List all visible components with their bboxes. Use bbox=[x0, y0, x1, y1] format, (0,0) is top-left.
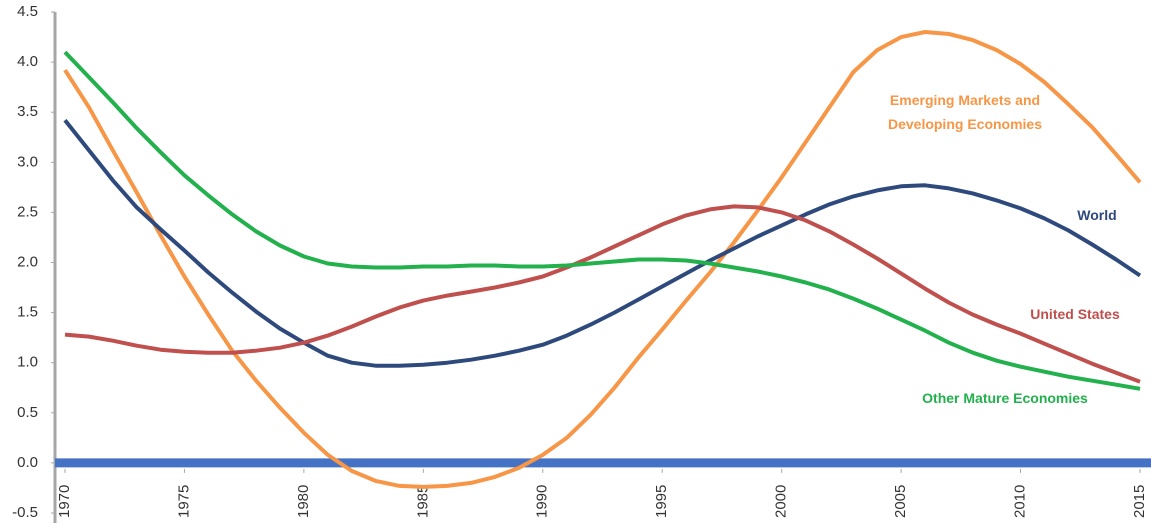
x-tick-label: 1995 bbox=[653, 485, 670, 518]
y-tick-label: -0.5 bbox=[12, 504, 38, 521]
x-tick-label: 2010 bbox=[1012, 485, 1029, 518]
y-tick-label: 3.5 bbox=[17, 103, 38, 120]
x-tick-label: 1990 bbox=[534, 485, 551, 518]
series-line bbox=[64, 204, 1141, 384]
x-tick-label: 2000 bbox=[773, 485, 790, 518]
x-tick-label: 1975 bbox=[175, 485, 192, 518]
x-tick-label: 1980 bbox=[295, 485, 312, 518]
series-line bbox=[63, 30, 1142, 489]
y-tick-label: 2.5 bbox=[17, 203, 38, 220]
y-tick-label: 0.5 bbox=[17, 404, 38, 421]
series-label: World bbox=[1077, 207, 1117, 223]
y-tick-label: 1.0 bbox=[17, 354, 38, 371]
series-label: Emerging Markets and Developing Economie… bbox=[887, 92, 1043, 132]
x-tick-label: 1985 bbox=[414, 485, 431, 518]
y-tick-label: 1.5 bbox=[17, 304, 38, 321]
x-tick-label: 2015 bbox=[1131, 485, 1148, 518]
series-line bbox=[63, 50, 1141, 391]
y-tick-label: 2.0 bbox=[17, 253, 38, 270]
x-tick-label: 2005 bbox=[892, 485, 909, 518]
y-tick-label: 4.0 bbox=[17, 53, 38, 70]
y-tick-label: 3.0 bbox=[17, 153, 38, 170]
y-tick-label: 0.0 bbox=[17, 454, 38, 471]
series-line bbox=[63, 118, 1142, 368]
series-label: United States bbox=[1030, 306, 1120, 322]
y-tick-label: 4.5 bbox=[17, 3, 38, 20]
series-label: Other Mature Economies bbox=[922, 390, 1088, 406]
x-tick-label: 1970 bbox=[56, 485, 73, 518]
